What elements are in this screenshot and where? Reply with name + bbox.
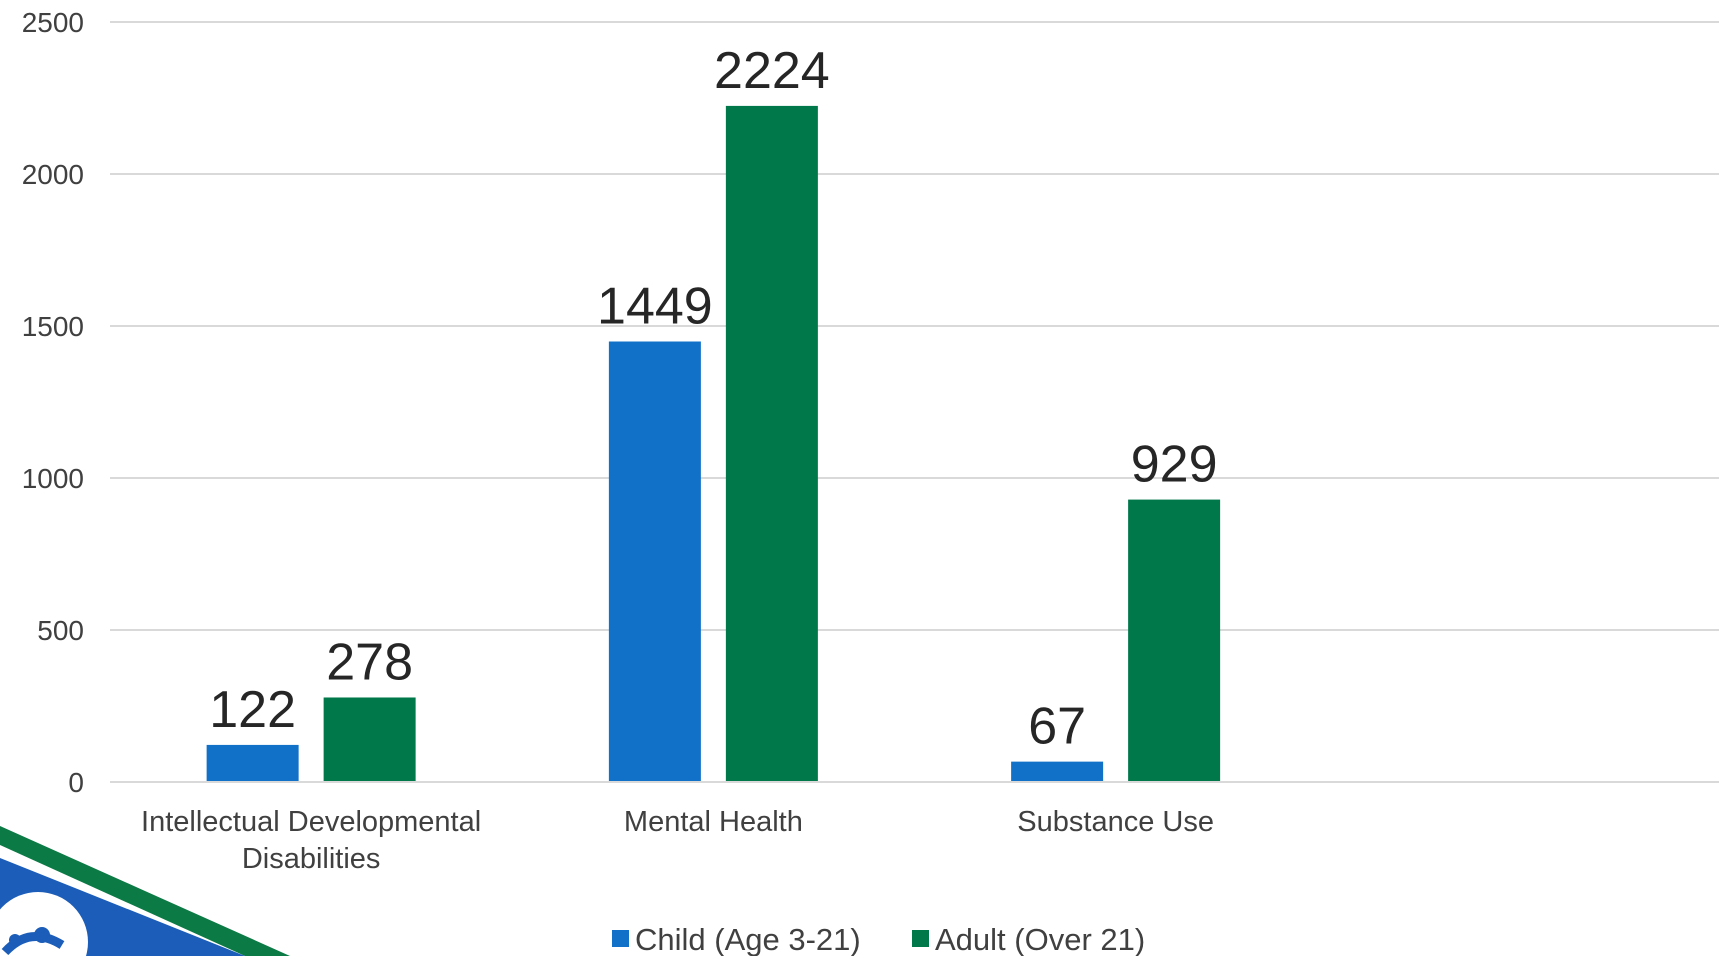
x-tick-label: Substance Use <box>1017 806 1214 838</box>
x-tick-label: Disabilities <box>242 843 381 875</box>
organization-logo-icon <box>0 826 290 956</box>
data-label: 278 <box>326 633 413 691</box>
bar <box>323 697 416 782</box>
y-tick-label: 1500 <box>22 311 84 342</box>
bar <box>1011 761 1104 782</box>
logo-figure-head-small <box>9 934 21 946</box>
logo-figure-arc <box>1 932 65 956</box>
y-tick-label: 1000 <box>22 463 84 494</box>
legend-label: Child (Age 3-21) <box>635 922 861 956</box>
bar <box>608 341 701 782</box>
y-tick-label: 2500 <box>22 7 84 38</box>
legend-swatch <box>912 930 929 947</box>
y-tick-label: 2000 <box>22 159 84 190</box>
bar <box>1128 499 1221 782</box>
data-label: 2224 <box>714 42 830 100</box>
data-label: 1449 <box>597 278 713 336</box>
x-axis: Intellectual Developmental Disabilities Me… <box>110 781 1719 875</box>
logo-green-stripe <box>0 826 290 956</box>
y-tick-label: 0 <box>68 767 84 798</box>
x-tick-label: Mental Health <box>624 806 803 838</box>
bars <box>206 105 1221 783</box>
legend: Child (Age 3-21) Adult (Over 21) <box>612 922 1145 956</box>
data-label: 122 <box>209 681 296 739</box>
data-labels: 122 278 1449 2224 67 929 <box>209 42 1217 756</box>
data-label: 929 <box>1131 436 1218 494</box>
legend-label: Adult (Over 21) <box>935 922 1145 956</box>
data-label: 67 <box>1028 698 1086 756</box>
x-tick-label: Intellectual Developmental <box>141 806 481 838</box>
y-axis: 0 500 1000 1500 2000 2500 <box>22 7 84 798</box>
bar <box>725 105 818 783</box>
legend-swatch <box>612 930 629 947</box>
bar <box>206 744 299 782</box>
y-tick-label: 500 <box>37 615 84 646</box>
